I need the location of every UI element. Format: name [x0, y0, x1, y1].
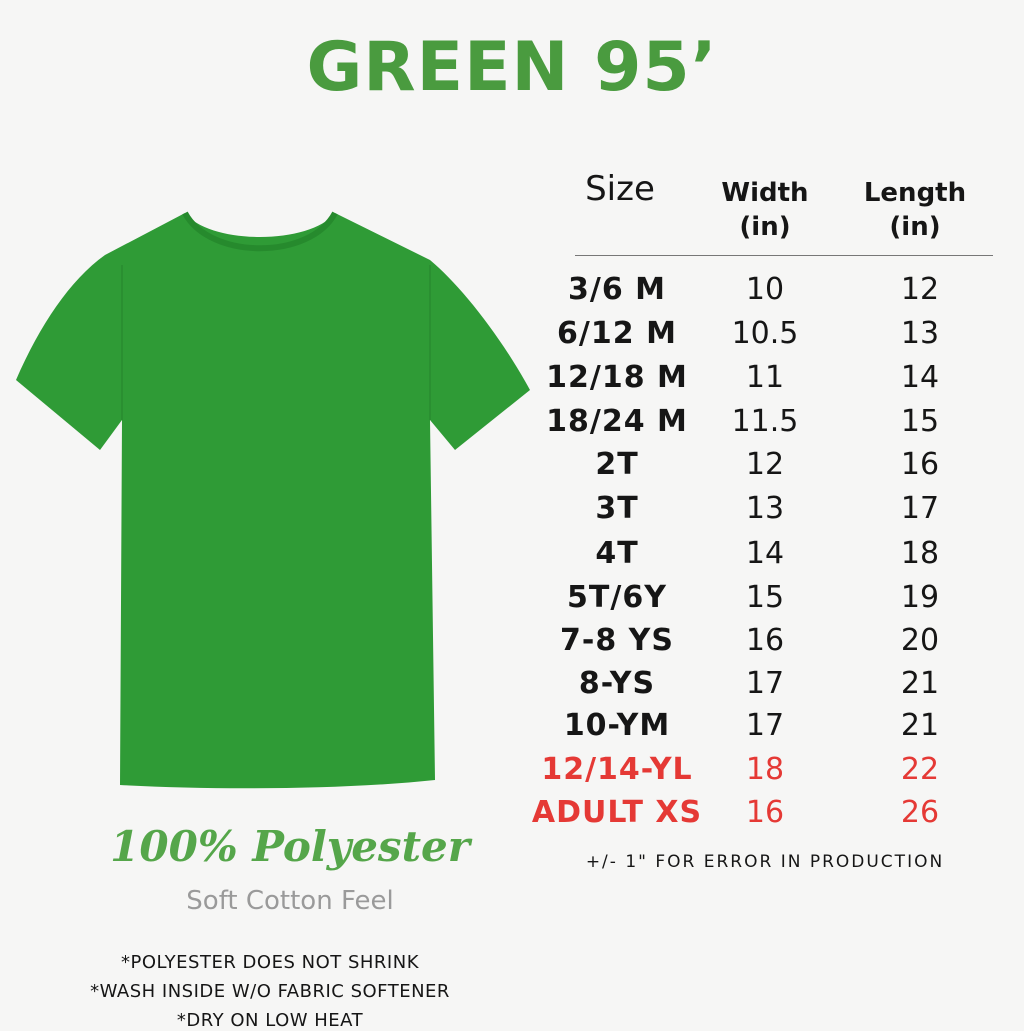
cell-size: 12/14-YL: [541, 752, 693, 787]
table-row: 5T/6Y 15 19: [0, 578, 1024, 618]
table-row: 3/6 M 10 12: [0, 270, 1024, 310]
cell-size: ADULT XS: [531, 795, 703, 830]
cell-length: 16: [900, 447, 940, 482]
cell-width: 17: [745, 666, 785, 701]
cell-size: 3/6 M: [567, 272, 666, 307]
material-name: 100% Polyester: [110, 822, 470, 871]
cell-length: 14: [900, 360, 940, 395]
page-title: GREEN 95’: [306, 28, 718, 107]
cell-width: 10.5: [731, 316, 799, 351]
table-row: 8-YS 17 21: [0, 664, 1024, 704]
cell-length: 13: [900, 316, 940, 351]
cell-length: 19: [900, 580, 940, 615]
table-row: 12/14-YL 18 22: [0, 750, 1024, 790]
cell-length: 20: [900, 623, 940, 658]
cell-size: 10-YM: [563, 708, 671, 743]
cell-length: 18: [900, 536, 940, 571]
cell-size: 4T: [595, 536, 639, 571]
cell-length: 21: [900, 666, 940, 701]
cell-width: 17: [745, 708, 785, 743]
cell-width: 15: [745, 580, 785, 615]
cell-width: 11: [745, 360, 785, 395]
cell-width: 10: [745, 272, 785, 307]
header-length: Length (in): [845, 176, 985, 244]
table-row: 2T 12 16: [0, 445, 1024, 485]
cell-length: 26: [900, 795, 940, 830]
cell-width: 18: [745, 752, 785, 787]
header-length-unit: (in): [889, 212, 941, 242]
cell-width: 14: [745, 536, 785, 571]
cell-size: 12/18 M: [546, 360, 688, 395]
table-row: 10-YM 17 21: [0, 706, 1024, 746]
cell-width: 16: [745, 795, 785, 830]
cell-size: 5T/6Y: [567, 580, 667, 615]
cell-width: 11.5: [731, 404, 799, 439]
cell-length: 17: [900, 491, 940, 526]
cell-width: 16: [745, 623, 785, 658]
cell-length: 15: [900, 404, 940, 439]
table-row: 18/24 M 11.5 15: [0, 402, 1024, 442]
table-row: 6/12 M 10.5 13: [0, 314, 1024, 354]
cell-size: 3T: [595, 491, 639, 526]
header-width-unit: (in): [739, 212, 791, 242]
table-row: ADULT XS 16 26: [0, 793, 1024, 833]
shirt-body: [16, 213, 530, 789]
table-row: 3T 13 17: [0, 489, 1024, 529]
cell-length: 12: [900, 272, 940, 307]
care-note: *POLYESTER DOES NOT SHRINK: [121, 952, 419, 973]
care-note: *WASH INSIDE W/O FABRIC SOFTENER: [90, 981, 450, 1002]
table-row: 4T 14 18: [0, 534, 1024, 574]
cell-size: 8-YS: [578, 666, 656, 701]
cell-width: 13: [745, 491, 785, 526]
table-row: 12/18 M 11 14: [0, 358, 1024, 398]
header-divider: [575, 255, 993, 256]
cell-size: 7-8 YS: [560, 623, 674, 658]
header-length-label: Length: [863, 178, 967, 208]
cell-length: 22: [900, 752, 940, 787]
cell-length: 21: [900, 708, 940, 743]
cell-size: 18/24 M: [546, 404, 688, 439]
header-size: Size: [585, 169, 655, 209]
cell-width: 12: [745, 447, 785, 482]
table-row: 7-8 YS 16 20: [0, 621, 1024, 661]
header-width-label: Width: [721, 178, 809, 208]
cell-size: 6/12 M: [557, 316, 677, 351]
material-tagline: Soft Cotton Feel: [186, 886, 394, 916]
tshirt-image: [16, 211, 530, 789]
cell-size: 2T: [595, 447, 639, 482]
care-note: *DRY ON LOW HEAT: [176, 1010, 364, 1031]
header-width: Width (in): [700, 176, 830, 244]
tolerance-note: +/- 1" FOR ERROR IN PRODUCTION: [585, 852, 945, 872]
